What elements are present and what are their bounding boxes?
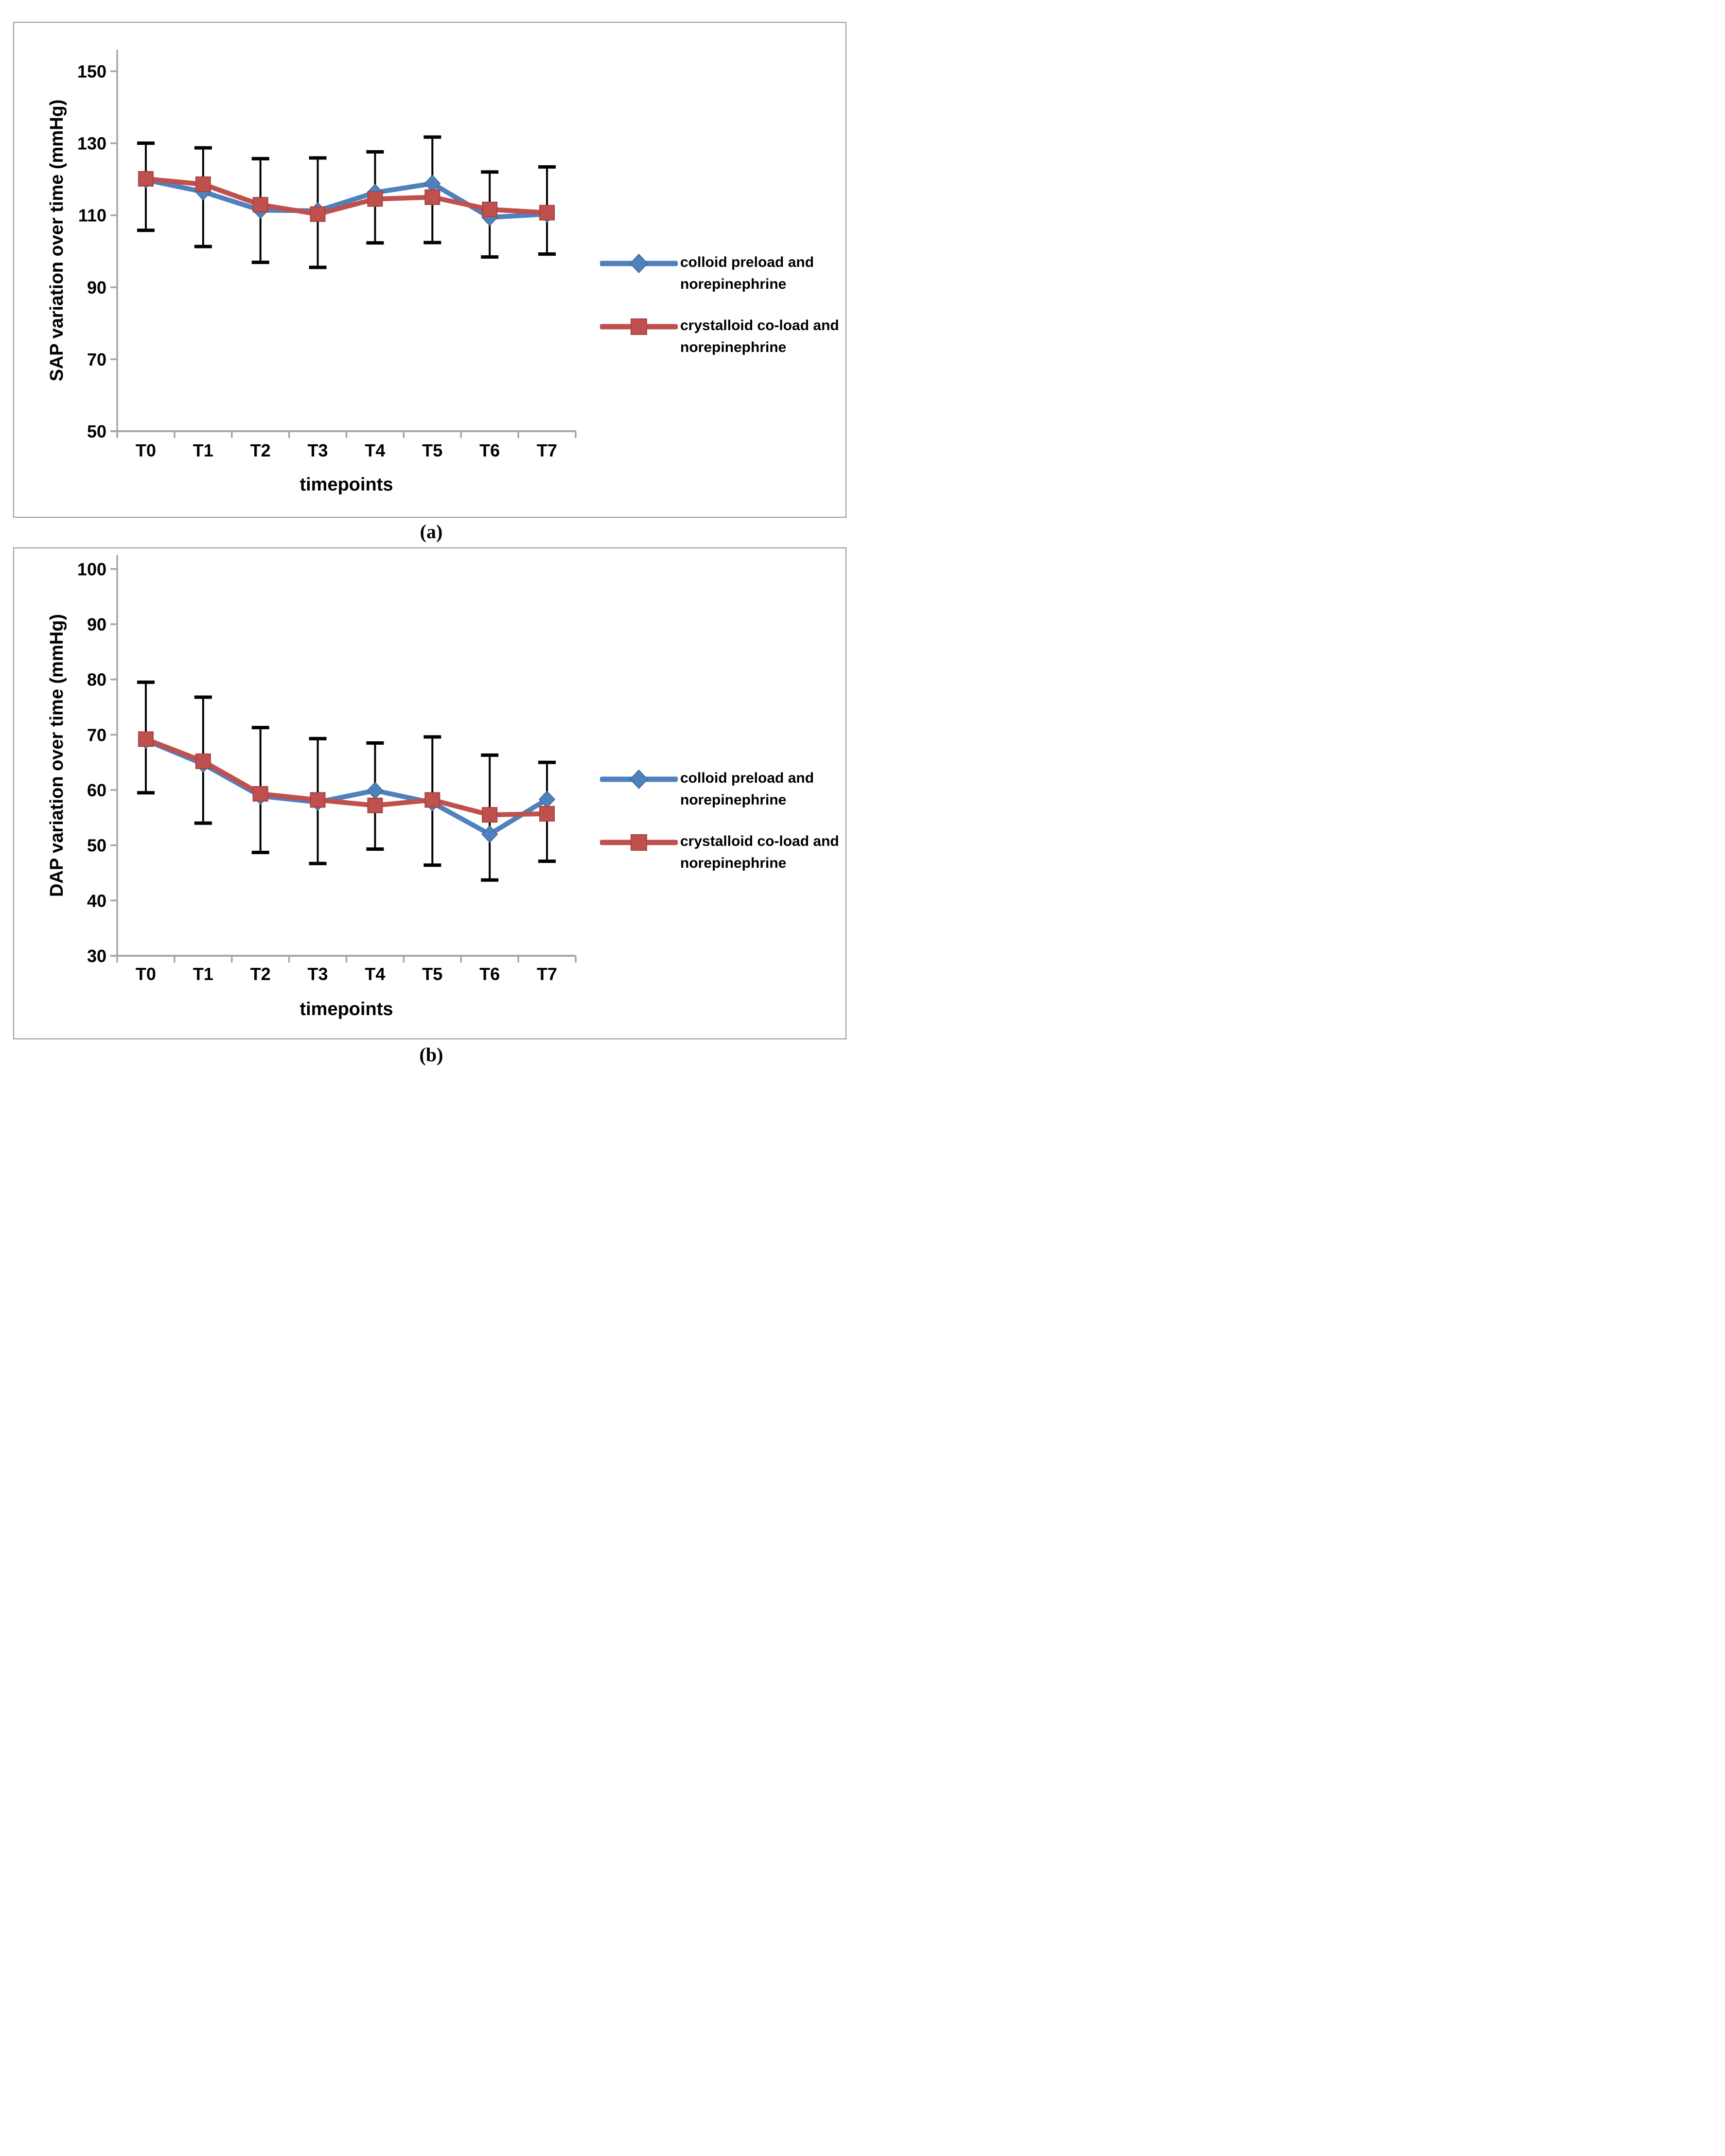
y-tick-label: 130 <box>77 134 106 154</box>
x-category-label: T6 <box>479 440 500 460</box>
x-category-label: T5 <box>422 440 442 460</box>
legend-label-line: colloid preload and <box>680 254 814 270</box>
marker-square <box>424 792 440 808</box>
x-category-label: T0 <box>136 440 156 460</box>
marker-square <box>195 176 211 192</box>
marker-square <box>424 189 440 205</box>
legend-label: colloid preload and norepinephrine <box>680 251 814 295</box>
x-category-label: T1 <box>193 440 213 460</box>
x-axis-title: timepoints <box>299 474 393 495</box>
marker-square <box>367 797 383 813</box>
y-tick-label: 50 <box>87 421 106 441</box>
x-category-label: T3 <box>308 964 328 984</box>
marker-square <box>539 806 555 822</box>
series-line-1 <box>143 176 550 217</box>
legend-marker-diamond-icon <box>600 769 678 789</box>
legend-entry-crystalloid: crystalloid co-load and norepinephrine <box>600 830 843 898</box>
square-icon <box>631 834 647 851</box>
y-tick-label: 70 <box>87 350 106 369</box>
legend-entry-crystalloid: crystalloid co-load and norepinephrine <box>600 315 843 383</box>
legend-marker-square-icon <box>600 318 678 335</box>
legend-label-line: crystalloid co-load and <box>680 317 839 333</box>
marker-square <box>482 807 498 823</box>
legend-label-line: colloid preload and <box>680 770 814 786</box>
x-category-label: T1 <box>193 964 213 984</box>
legend-entry-colloid: colloid preload and norepinephrine <box>600 767 843 835</box>
x-axis-title: timepoints <box>299 999 393 1019</box>
legend-marker-diamond-icon <box>600 253 678 274</box>
marker-diamond <box>367 782 384 800</box>
x-category-label: T2 <box>250 964 271 984</box>
x-category-label: T0 <box>136 964 156 984</box>
panel-a-sap-chart: 50 70 90 110 130 150 T0 T1 T2 T3 T4 T5 T6 T7 SAP varia… <box>13 22 846 518</box>
y-tick-label: 80 <box>87 670 106 690</box>
diamond-icon <box>629 769 649 789</box>
y-tick-label: 50 <box>87 836 106 856</box>
marker-square <box>138 731 154 747</box>
marker-diamond <box>481 825 498 843</box>
y-tick-label: 90 <box>87 278 106 298</box>
marker-square <box>367 191 383 207</box>
sap-chart-svg: 50 70 90 110 130 150 T0 T1 T2 T3 T4 T5 T6 T7 SAP varia… <box>47 50 577 495</box>
caption-b: (b) <box>419 1044 443 1066</box>
x-category-label: T4 <box>365 964 385 984</box>
y-axis-title: SAP variation over time (mmHg) <box>47 99 67 381</box>
x-category-label: T7 <box>537 964 557 984</box>
marker-square <box>310 792 326 808</box>
panel-b-dap-chart: 30 40 50 60 70 80 90 100 T0 T1 T2 T3 T4 T5 T6 T7 DAP var… <box>13 547 846 1039</box>
x-category-label: T7 <box>537 440 557 460</box>
marker-square <box>482 201 498 217</box>
y-tick-label: 60 <box>87 780 106 800</box>
x-category-label: T3 <box>308 440 328 460</box>
square-icon <box>631 318 647 335</box>
series-line-1 <box>143 736 550 818</box>
x-category-label: T6 <box>479 964 500 984</box>
y-axis-title: DAP variation over time (mmHg) <box>47 614 67 897</box>
y-tick-label: 40 <box>87 891 106 911</box>
legend-label-line: norepinephrine <box>680 792 787 808</box>
legend-label: crystalloid co-load and norepinephrine <box>680 830 839 874</box>
y-tick-label: 30 <box>87 946 106 966</box>
page-root: 50 70 90 110 130 150 T0 T1 T2 T3 T4 T5 T6 T7 SAP varia… <box>0 0 862 1078</box>
y-tick-label: 70 <box>87 725 106 745</box>
legend-entry-colloid: colloid preload and norepinephrine <box>600 251 843 319</box>
legend-marker-square-icon <box>600 834 678 851</box>
y-tick-label: 150 <box>77 61 106 81</box>
dap-chart-svg: 30 40 50 60 70 80 90 100 T0 T1 T2 T3 T4 T5 T6 T7 DAP var… <box>47 555 577 1019</box>
marker-square <box>539 205 555 221</box>
diamond-icon <box>629 253 649 274</box>
legend-label-line: crystalloid co-load and <box>680 833 839 849</box>
series-line-0 <box>143 177 550 220</box>
legend-label-line: norepinephrine <box>680 276 787 292</box>
x-category-label: T2 <box>250 440 271 460</box>
y-tick-label: 110 <box>78 206 106 226</box>
marker-square <box>310 206 326 222</box>
legend-label: crystalloid co-load and norepinephrine <box>680 315 839 358</box>
marker-square <box>252 786 268 802</box>
marker-square <box>195 753 211 769</box>
legend-label-line: norepinephrine <box>680 339 787 355</box>
caption-a: (a) <box>420 521 443 543</box>
legend-label: colloid preload and norepinephrine <box>680 767 814 811</box>
x-category-label: T4 <box>365 440 385 460</box>
marker-square <box>138 171 154 187</box>
marker-square <box>252 197 268 213</box>
y-tick-label: 90 <box>87 614 106 634</box>
y-tick-label: 100 <box>77 559 106 579</box>
legend-label-line: norepinephrine <box>680 855 787 871</box>
x-category-label: T5 <box>422 964 442 984</box>
